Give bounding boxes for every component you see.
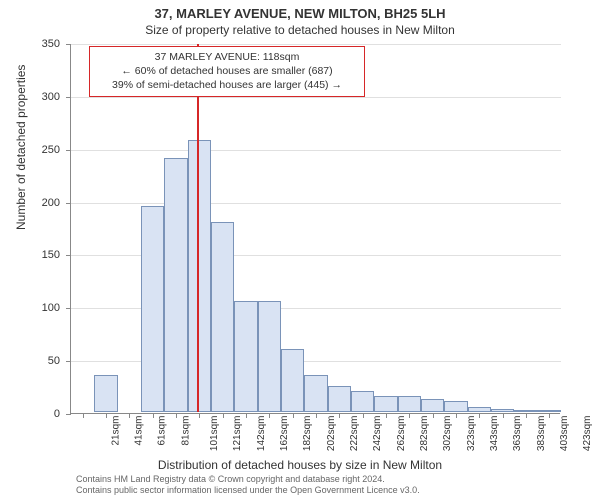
histogram-bar bbox=[164, 158, 187, 412]
xtick-label: 343sqm bbox=[489, 416, 500, 452]
histogram-bar bbox=[514, 410, 537, 412]
histogram-bar bbox=[491, 409, 514, 412]
xtick-mark bbox=[433, 413, 434, 418]
attribution-footer: Contains HM Land Registry data © Crown c… bbox=[76, 474, 420, 496]
chart-title-sub: Size of property relative to detached ho… bbox=[0, 23, 600, 37]
xtick-label: 383sqm bbox=[536, 416, 547, 452]
ytick-mark bbox=[66, 44, 71, 45]
ytick-mark bbox=[66, 414, 71, 415]
reference-line bbox=[197, 44, 199, 412]
xtick-mark bbox=[223, 413, 224, 418]
histogram-bar bbox=[211, 222, 234, 412]
footer-line: Contains public sector information licen… bbox=[76, 485, 420, 496]
xtick-mark bbox=[106, 413, 107, 418]
xtick-mark bbox=[83, 413, 84, 418]
xtick-mark bbox=[293, 413, 294, 418]
xtick-mark bbox=[153, 413, 154, 418]
xtick-mark bbox=[479, 413, 480, 418]
histogram-bar bbox=[258, 301, 281, 412]
xtick-label: 423sqm bbox=[582, 416, 593, 452]
histogram-bar bbox=[421, 399, 444, 412]
xtick-mark bbox=[339, 413, 340, 418]
annotation-line: 37 MARLEY AVENUE: 118sqm bbox=[96, 50, 358, 64]
xtick-label: 323sqm bbox=[466, 416, 477, 452]
ytick-label: 300 bbox=[0, 91, 60, 103]
chart-title-main: 37, MARLEY AVENUE, NEW MILTON, BH25 5LH bbox=[0, 0, 600, 21]
ytick-label: 100 bbox=[0, 302, 60, 314]
xtick-label: 262sqm bbox=[396, 416, 407, 452]
histogram-bar bbox=[374, 396, 397, 412]
xtick-label: 41sqm bbox=[134, 416, 145, 446]
histogram-bar bbox=[94, 375, 117, 412]
annotation-line: ← 60% of detached houses are smaller (68… bbox=[96, 64, 358, 78]
ytick-mark bbox=[66, 203, 71, 204]
xtick-mark bbox=[246, 413, 247, 418]
xtick-label: 81sqm bbox=[180, 416, 191, 446]
annotation-line: 39% of semi-detached houses are larger (… bbox=[96, 78, 358, 92]
xtick-label: 363sqm bbox=[512, 416, 523, 452]
xtick-mark bbox=[269, 413, 270, 418]
ytick-label: 50 bbox=[0, 355, 60, 367]
xtick-mark bbox=[199, 413, 200, 418]
footer-line: Contains HM Land Registry data © Crown c… bbox=[76, 474, 420, 485]
ytick-mark bbox=[66, 255, 71, 256]
xtick-label: 121sqm bbox=[232, 416, 243, 452]
grid-line bbox=[71, 44, 561, 45]
xtick-mark bbox=[456, 413, 457, 418]
xtick-label: 282sqm bbox=[419, 416, 430, 452]
xtick-label: 162sqm bbox=[279, 416, 290, 452]
xtick-mark bbox=[176, 413, 177, 418]
ytick-label: 150 bbox=[0, 249, 60, 261]
grid-line bbox=[71, 97, 561, 98]
xtick-label: 182sqm bbox=[302, 416, 313, 452]
xtick-mark bbox=[316, 413, 317, 418]
plot-region: 21sqm41sqm61sqm81sqm101sqm121sqm142sqm16… bbox=[70, 44, 560, 414]
histogram-bar bbox=[444, 401, 467, 412]
ytick-mark bbox=[66, 308, 71, 309]
histogram-bar bbox=[188, 140, 211, 412]
histogram-bar bbox=[281, 349, 304, 412]
histogram-bar bbox=[398, 396, 421, 412]
histogram-bar bbox=[328, 386, 351, 412]
xtick-label: 61sqm bbox=[157, 416, 168, 446]
histogram-bar bbox=[538, 410, 561, 412]
xtick-label: 21sqm bbox=[110, 416, 121, 446]
xtick-mark bbox=[363, 413, 364, 418]
x-axis-label: Distribution of detached houses by size … bbox=[0, 458, 600, 472]
histogram-bar bbox=[304, 375, 327, 412]
histogram-bar bbox=[234, 301, 257, 412]
xtick-label: 403sqm bbox=[559, 416, 570, 452]
grid-line bbox=[71, 203, 561, 204]
xtick-label: 222sqm bbox=[349, 416, 360, 452]
chart-area: 21sqm41sqm61sqm81sqm101sqm121sqm142sqm16… bbox=[70, 44, 560, 414]
xtick-mark bbox=[409, 413, 410, 418]
ytick-label: 0 bbox=[0, 408, 60, 420]
grid-line bbox=[71, 150, 561, 151]
ytick-label: 250 bbox=[0, 144, 60, 156]
xtick-label: 242sqm bbox=[372, 416, 383, 452]
xtick-mark bbox=[549, 413, 550, 418]
xtick-mark bbox=[129, 413, 130, 418]
ytick-mark bbox=[66, 361, 71, 362]
xtick-label: 202sqm bbox=[326, 416, 337, 452]
xtick-mark bbox=[526, 413, 527, 418]
annotation-box: 37 MARLEY AVENUE: 118sqm← 60% of detache… bbox=[89, 46, 365, 97]
xtick-mark bbox=[386, 413, 387, 418]
ytick-label: 350 bbox=[0, 38, 60, 50]
xtick-label: 142sqm bbox=[256, 416, 267, 452]
histogram-bar bbox=[468, 407, 491, 412]
xtick-label: 302sqm bbox=[442, 416, 453, 452]
xtick-mark bbox=[503, 413, 504, 418]
xtick-label: 101sqm bbox=[209, 416, 220, 452]
ytick-label: 200 bbox=[0, 197, 60, 209]
histogram-bar bbox=[351, 391, 374, 412]
ytick-mark bbox=[66, 97, 71, 98]
histogram-bar bbox=[141, 206, 164, 412]
ytick-mark bbox=[66, 150, 71, 151]
